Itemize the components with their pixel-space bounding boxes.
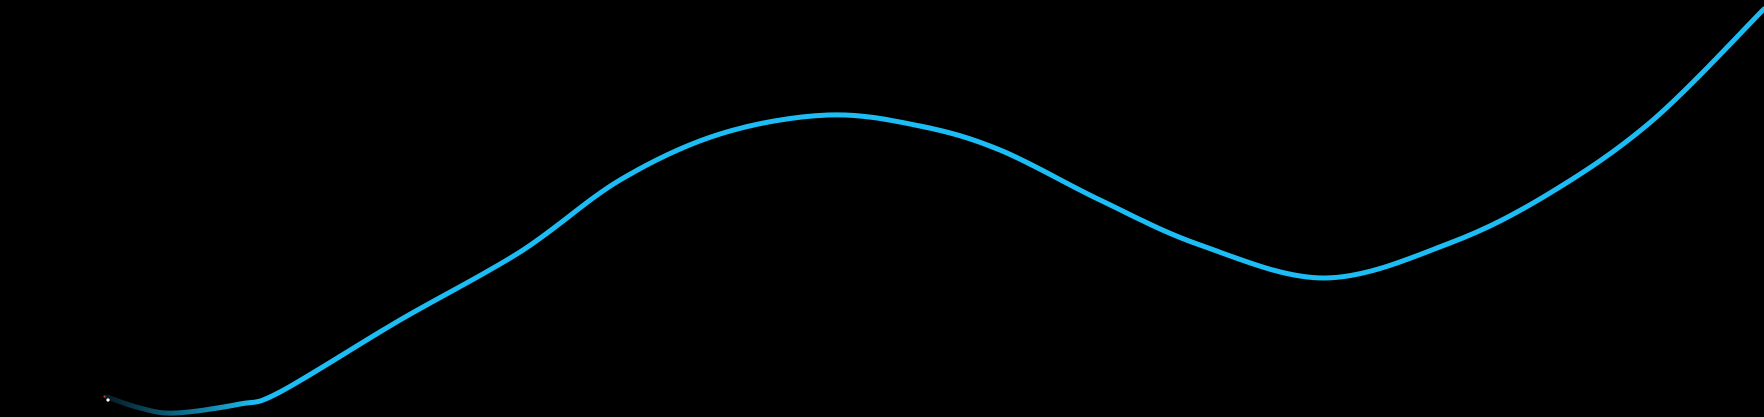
tip-artifact-red-speck [103,395,106,398]
curve-line [104,6,1764,416]
tip-artifact-white-speck [106,398,110,402]
